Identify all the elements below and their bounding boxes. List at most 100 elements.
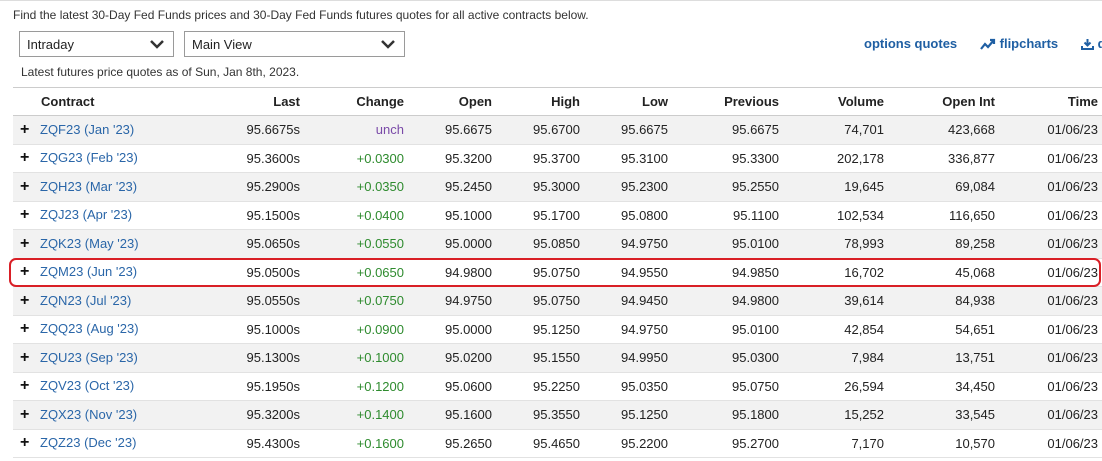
- plus-icon[interactable]: +: [20, 177, 30, 195]
- plus-icon[interactable]: +: [20, 149, 30, 167]
- volume-cell: 26,594: [789, 372, 894, 401]
- options-quotes-label: options quotes: [864, 36, 958, 51]
- time-cell: 01/06/23: [1005, 115, 1102, 145]
- table-row: + ZQQ23 (Aug '23) 95.1000s +0.0900 95.0000 95…: [13, 315, 1102, 344]
- volume-cell: 15,252: [789, 400, 894, 430]
- open-cell: 95.0000: [414, 315, 502, 344]
- col-header-low[interactable]: Low: [590, 87, 678, 116]
- volume-cell: 7,170: [789, 429, 894, 458]
- last-cell: 95.6675s: [156, 115, 310, 145]
- download-link[interactable]: d: [1081, 36, 1102, 51]
- plus-icon[interactable]: +: [20, 348, 30, 366]
- plus-icon[interactable]: +: [20, 434, 30, 452]
- col-header-time[interactable]: Time: [1005, 87, 1102, 116]
- contract-link[interactable]: ZQN23 (Jul '23): [40, 292, 132, 308]
- contract-link[interactable]: ZQU23 (Sep '23): [40, 349, 138, 365]
- table-row: + ZQU23 (Sep '23) 95.1300s +0.1000 95.0200 95…: [13, 343, 1102, 373]
- col-header-high[interactable]: High: [502, 87, 590, 116]
- open-cell: 95.2450: [414, 172, 502, 202]
- plus-icon[interactable]: +: [20, 120, 30, 138]
- change-cell: +0.0750: [310, 286, 414, 316]
- contract-link[interactable]: ZQV23 (Oct '23): [40, 378, 135, 394]
- open-int-cell: 34,450: [894, 372, 1005, 401]
- change-cell: +0.1600: [310, 429, 414, 458]
- volume-cell: 102,534: [789, 201, 894, 230]
- last-cell: 95.2900s: [156, 172, 310, 202]
- view-select-value: Main View: [192, 37, 252, 52]
- plus-icon[interactable]: +: [20, 234, 30, 252]
- plus-icon[interactable]: +: [20, 263, 30, 281]
- contract-link[interactable]: ZQZ23 (Dec '23): [40, 435, 137, 451]
- col-header-previous[interactable]: Previous: [678, 87, 789, 116]
- top-divider: [0, 0, 1102, 1]
- open-int-cell: 336,877: [894, 144, 1005, 173]
- chevron-down-icon: [150, 40, 164, 49]
- plus-icon[interactable]: +: [20, 405, 30, 423]
- quotes-as-of: Latest futures price quotes as of Sun, J…: [21, 65, 300, 79]
- plus-icon[interactable]: +: [20, 377, 30, 395]
- low-cell: 95.2200: [590, 429, 678, 458]
- high-cell: 95.1700: [502, 201, 590, 230]
- open-int-cell: 116,650: [894, 201, 1005, 230]
- intro-text: Find the latest 30-Day Fed Funds prices …: [13, 8, 589, 22]
- col-header-open-int[interactable]: Open Int: [894, 87, 1005, 116]
- previous-cell: 95.6675: [678, 115, 789, 145]
- table-row: + ZQF23 (Jan '23) 95.6675s unch 95.6675 95.67…: [13, 115, 1102, 145]
- last-cell: 95.1300s: [156, 343, 310, 373]
- low-cell: 95.3100: [590, 144, 678, 173]
- change-cell: +0.1200: [310, 372, 414, 401]
- open-cell: 95.2650: [414, 429, 502, 458]
- contract-link[interactable]: ZQK23 (May '23): [40, 235, 139, 251]
- col-header-contract[interactable]: Contract: [13, 87, 156, 116]
- change-cell: unch: [310, 115, 414, 145]
- low-cell: 95.6675: [590, 115, 678, 145]
- contract-link[interactable]: ZQG23 (Feb '23): [40, 150, 138, 166]
- volume-cell: 19,645: [789, 172, 894, 202]
- table-row: + ZQV23 (Oct '23) 95.1950s +0.1200 95.0600 95…: [13, 372, 1102, 401]
- view-select[interactable]: Main View: [184, 31, 405, 57]
- high-cell: 95.0850: [502, 229, 590, 259]
- change-cell: +0.0900: [310, 315, 414, 344]
- col-header-open[interactable]: Open: [414, 87, 502, 116]
- change-cell: +0.0400: [310, 201, 414, 230]
- contract-link[interactable]: ZQF23 (Jan '23): [40, 121, 135, 137]
- period-select[interactable]: Intraday: [19, 31, 174, 57]
- low-cell: 95.0800: [590, 201, 678, 230]
- previous-cell: 94.9850: [678, 258, 789, 287]
- contract-link[interactable]: ZQQ23 (Aug '23): [40, 321, 139, 337]
- contract-cell: + ZQQ23 (Aug '23): [13, 315, 156, 344]
- high-cell: 95.4650: [502, 429, 590, 458]
- open-int-cell: 13,751: [894, 343, 1005, 373]
- table-row: + ZQH23 (Mar '23) 95.2900s +0.0350 95.2450 95…: [13, 172, 1102, 202]
- contract-cell: + ZQZ23 (Dec '23): [13, 429, 156, 458]
- plus-icon[interactable]: +: [20, 291, 30, 309]
- col-header-volume[interactable]: Volume: [789, 87, 894, 116]
- table-row: + ZQZ23 (Dec '23) 95.4300s +0.1600 95.2650 95…: [13, 429, 1102, 458]
- volume-cell: 39,614: [789, 286, 894, 316]
- contract-link[interactable]: ZQJ23 (Apr '23): [40, 207, 133, 223]
- table-row: + ZQK23 (May '23) 95.0650s +0.0550 95.0000 95…: [13, 229, 1102, 259]
- time-cell: 01/06/23: [1005, 144, 1102, 173]
- options-quotes-link[interactable]: options quotes: [864, 36, 957, 51]
- open-cell: 94.9800: [414, 258, 502, 287]
- col-header-change[interactable]: Change: [310, 87, 414, 116]
- contract-link[interactable]: ZQH23 (Mar '23): [40, 178, 138, 194]
- previous-cell: 95.1800: [678, 400, 789, 430]
- low-cell: 94.9550: [590, 258, 678, 287]
- plus-icon[interactable]: +: [20, 206, 30, 224]
- open-int-cell: 10,570: [894, 429, 1005, 458]
- contract-link[interactable]: ZQM23 (Jun '23): [40, 264, 138, 280]
- open-cell: 95.1600: [414, 400, 502, 430]
- open-cell: 95.1000: [414, 201, 502, 230]
- low-cell: 94.9750: [590, 229, 678, 259]
- contract-link[interactable]: ZQX23 (Nov '23): [40, 406, 138, 422]
- time-cell: 01/06/23: [1005, 172, 1102, 202]
- plus-icon[interactable]: +: [20, 320, 30, 338]
- high-cell: 95.3700: [502, 144, 590, 173]
- flipcharts-link[interactable]: flipcharts: [980, 36, 1058, 51]
- col-header-last[interactable]: Last: [156, 87, 310, 116]
- table-row: + ZQX23 (Nov '23) 95.3200s +0.1400 95.1600 95…: [13, 400, 1102, 430]
- volume-cell: 202,178: [789, 144, 894, 173]
- time-cell: 01/06/23: [1005, 201, 1102, 230]
- last-cell: 95.0550s: [156, 286, 310, 316]
